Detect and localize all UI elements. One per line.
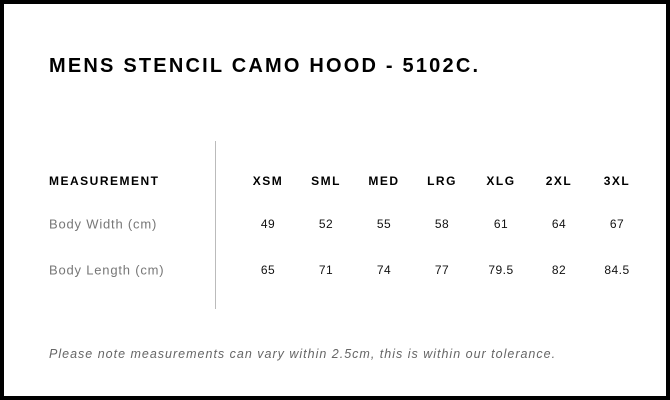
- table-cell: 79.5: [488, 263, 514, 277]
- table-cell: 65: [260, 263, 276, 277]
- size-header-3xl: 3XL: [603, 174, 631, 188]
- table-cell: 49: [260, 217, 276, 231]
- table-cell: 77: [434, 263, 450, 277]
- size-header-xsm: XSM: [252, 174, 284, 188]
- table-cell: 58: [434, 217, 450, 231]
- row-label: Body Length (cm): [49, 262, 165, 278]
- table-cell: 52: [318, 217, 334, 231]
- table-cell: 55: [376, 217, 392, 231]
- table-cell: 61: [493, 217, 509, 231]
- table-cell: 82: [551, 263, 567, 277]
- size-header-2xl: 2XL: [545, 174, 573, 188]
- column-divider: [215, 141, 216, 309]
- page-title: MENS STENCIL CAMO HOOD - 5102C.: [49, 55, 481, 77]
- table-cell: 84.5: [604, 263, 630, 277]
- size-header-med: MED: [368, 174, 400, 188]
- table-cell: 71: [318, 263, 334, 277]
- table-cell: 74: [376, 263, 392, 277]
- size-header-sml: SML: [311, 174, 341, 188]
- size-header-xlg: XLG: [486, 174, 516, 188]
- row-label: Body Width (cm): [49, 216, 158, 232]
- header-measurement: MEASUREMENT: [49, 174, 160, 188]
- table-cell: 64: [551, 217, 567, 231]
- size-header-lrg: LRG: [427, 174, 457, 188]
- tolerance-note: Please note measurements can vary within…: [49, 347, 557, 361]
- table-cell: 67: [609, 217, 625, 231]
